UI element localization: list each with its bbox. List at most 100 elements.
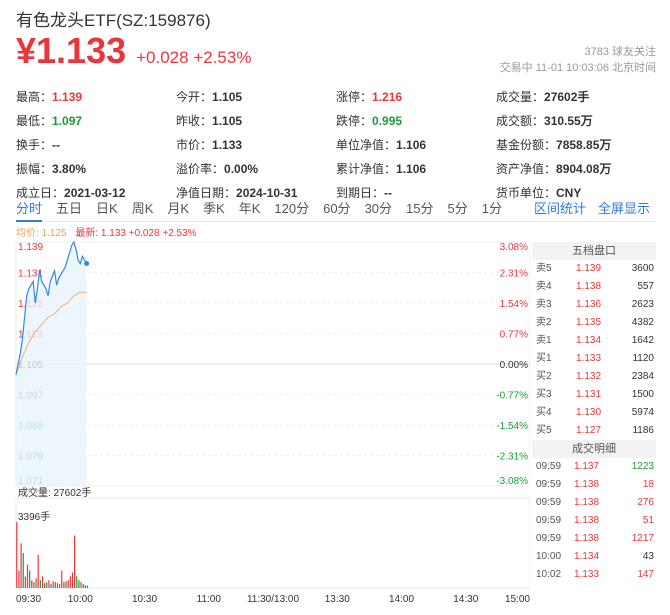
stats-row: 振幅：3.80% 溢价率：0.00% 累计净值：1.106 资产净值：8904.08万 [16, 156, 656, 180]
order-book-title: 五档盘口 [532, 242, 656, 260]
volume-bar [54, 582, 56, 588]
stat-item: 今开：1.105 [176, 88, 336, 105]
volume-bar [22, 553, 24, 588]
legend-avg: 均价: 1.125 [16, 228, 67, 239]
legend-latest: 最新: 1.133 +0.028 +2.53% [75, 228, 197, 239]
stat-label: 基金份额： [496, 137, 557, 152]
tab-6[interactable]: 年K [238, 200, 261, 216]
volume-bar [29, 570, 31, 588]
trade-vol: 276 [637, 497, 654, 508]
trade-vol: 1217 [631, 533, 654, 544]
stats-row: 成立日：2021-03-12 净值日期：2024-10-31 到期日：-- 货币单位：… [16, 180, 656, 204]
side-panel: 五档盘口 卖5 1.139 3600 卖4 1.138 557 卖3 1.136 2623 卖2 1… [532, 242, 656, 584]
trading-status: 交易中 11-01 10:03:06 北京时间 [499, 62, 656, 74]
followers-count[interactable]: 3783 球友关注 [584, 46, 656, 58]
volume-plot-frame [15, 497, 530, 589]
stat-item: 累计净值：1.106 [336, 160, 496, 177]
trade-price: 1.133 [574, 569, 600, 580]
stat-item: 换手：-- [16, 136, 176, 153]
tab-10[interactable]: 15分 [406, 200, 434, 216]
trade-time: 10:02 [536, 569, 562, 580]
x-tick-label: 13:30 [325, 594, 350, 605]
tab-8[interactable]: 60分 [323, 200, 351, 216]
current-price: ¥1.133 [16, 30, 127, 71]
volume-bar [26, 564, 29, 588]
tab-4[interactable]: 月K [167, 200, 190, 216]
stat-item: 货币单位：CNY [496, 184, 656, 201]
trade-price: 1.138 [574, 479, 600, 490]
trade-price: 1.138 [574, 515, 600, 526]
pct-tick-label: -0.77% [496, 391, 528, 402]
volume-bar [80, 582, 82, 588]
stat-value: 1.133 [212, 137, 243, 152]
stat-label: 累计净值： [336, 161, 397, 176]
volume-bar [18, 570, 20, 588]
pct-tick-label: 2.31% [500, 269, 528, 280]
tab-5[interactable]: 季K [203, 200, 225, 216]
order-book-price: 1.127 [576, 425, 602, 436]
volume-label: 成交量: 27602手 [18, 486, 91, 499]
order-book-row: 卖3 1.136 2623 [532, 296, 656, 314]
tab-1[interactable]: 五日 [56, 200, 83, 216]
volume-bar [20, 543, 22, 588]
order-book-vol: 557 [637, 281, 654, 292]
stat-value: 2021-03-12 [64, 185, 126, 200]
trade-price: 1.138 [574, 497, 600, 508]
x-tick-label: 15:00 [505, 594, 530, 605]
volume-bar [78, 580, 80, 588]
stat-label: 最高： [16, 89, 53, 104]
trade-price: 1.134 [574, 551, 600, 562]
stat-item: 跌停：0.995 [336, 112, 496, 129]
trade-time: 10:00 [536, 551, 562, 562]
tab-0[interactable]: 分时 [16, 196, 43, 222]
tab-12[interactable]: 1分 [481, 200, 502, 216]
volume-bar [59, 584, 61, 588]
trade-vol: 43 [642, 551, 654, 562]
order-book-vol: 1500 [631, 389, 654, 400]
order-book-row: 买3 1.131 1500 [532, 386, 656, 404]
pct-tick-label: 1.54% [500, 299, 528, 310]
stat-value: 8904.08万 [556, 161, 612, 176]
trade-price: 1.137 [574, 461, 600, 472]
order-book-row: 卖5 1.139 3600 [532, 260, 656, 278]
price-change: +0.028 +2.53% [136, 48, 252, 67]
pct-tick-label: 3.08% [500, 242, 528, 253]
tab-2[interactable]: 日K [96, 200, 118, 216]
tab-9[interactable]: 30分 [364, 200, 393, 216]
stat-value: -- [384, 185, 393, 200]
volume-bar [76, 576, 78, 588]
stat-label: 振幅： [16, 161, 53, 176]
x-tick-label: 11:00 [197, 594, 222, 605]
stat-value: 1.139 [52, 89, 83, 104]
tab-7[interactable]: 120分 [274, 200, 310, 216]
volume-bar [37, 554, 39, 588]
intraday-chart[interactable]: 1.1393.08%1.1312.31%1.1221.54%1.1130.77%… [0, 236, 530, 606]
stat-label: 今开： [176, 89, 213, 104]
order-book-vol: 1120 [632, 353, 654, 364]
volume-bar [16, 522, 18, 588]
order-book-side: 买5 [536, 425, 552, 436]
tab-11[interactable]: 5分 [447, 200, 468, 216]
order-book: 卖5 1.139 3600 卖4 1.138 557 卖3 1.136 2623 卖2 1.135 4… [532, 260, 656, 440]
price-line [15, 240, 88, 375]
order-book-vol: 4382 [631, 317, 654, 328]
stat-item: 涨停：1.216 [336, 88, 496, 105]
stat-item: 昨收：1.105 [176, 112, 336, 129]
trade-price: 1.138 [574, 533, 600, 544]
pct-tick-label: -1.54% [496, 421, 528, 432]
volume-bar [61, 570, 63, 588]
stat-value: 1.106 [396, 161, 427, 176]
tab-3[interactable]: 周K [131, 200, 154, 216]
stat-item: 净值日期：2024-10-31 [176, 184, 336, 201]
range-stats-button[interactable]: 区间统计 [533, 201, 586, 216]
stat-label: 昨收： [176, 113, 213, 128]
order-book-vol: 2384 [631, 371, 654, 382]
quote-meta: 3783 球友关注 交易中 11-01 10:03:06 北京时间 [500, 44, 656, 76]
stat-value: 1.106 [396, 137, 427, 152]
stat-value: 1.105 [212, 113, 243, 128]
fullscreen-button[interactable]: 全屏显示 [597, 201, 650, 216]
stat-label: 单位净值： [336, 137, 397, 152]
price-area [16, 242, 87, 486]
volume-bar [31, 580, 33, 588]
order-book-price: 1.135 [576, 317, 602, 328]
